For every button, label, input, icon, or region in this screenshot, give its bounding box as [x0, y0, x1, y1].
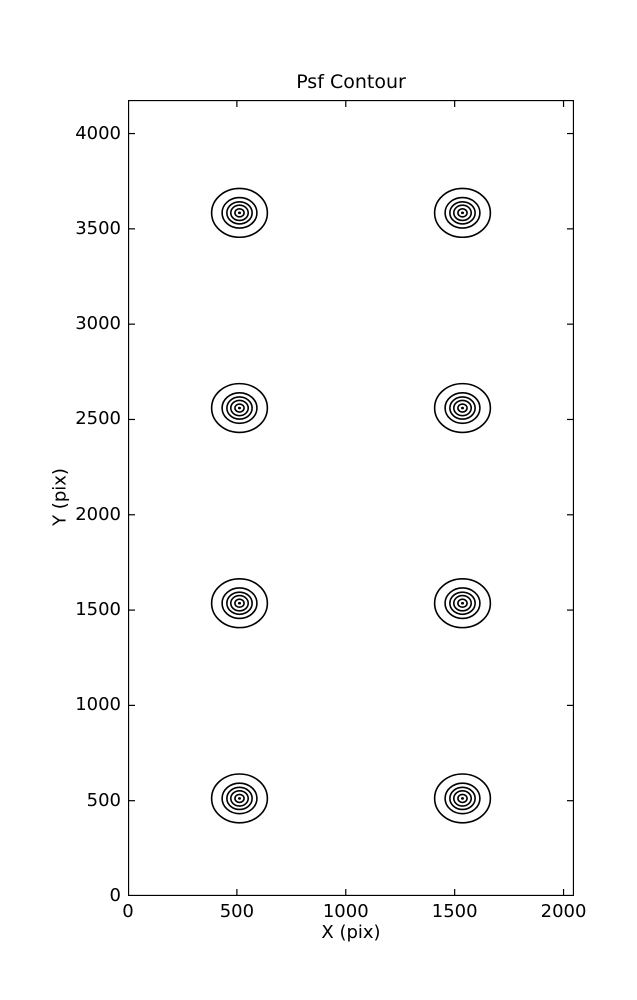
psf-contour-ring	[444, 782, 481, 815]
axes-frame	[128, 100, 574, 896]
psf-contour-ring	[210, 382, 269, 434]
psf-contour-ring	[449, 396, 476, 420]
psf-contour-ring	[449, 591, 476, 616]
y-axis-label: Y (pix)	[49, 468, 71, 526]
y-tick-label: 500	[86, 789, 121, 811]
psf-contour-ring	[449, 200, 476, 225]
contour-plot-canvas	[128, 100, 574, 896]
psf-contour-ring	[226, 786, 253, 811]
psf-contour-ring	[229, 594, 250, 612]
psf-contour-ring	[452, 204, 473, 222]
psf-contour-ring	[457, 793, 468, 804]
y-tick-label: 2500	[75, 408, 121, 430]
x-tick-label: 0	[122, 901, 134, 922]
psf-contour-ring	[221, 782, 258, 815]
psf-center-dot	[237, 601, 242, 605]
plot-title: Psf Contour	[296, 71, 406, 93]
psf-center-dot	[237, 406, 242, 410]
x-tick-label: 1500	[431, 901, 478, 922]
y-tick-label: 0	[109, 885, 121, 906]
psf-contour-ring	[452, 399, 473, 417]
x-tick-label: 500	[219, 901, 255, 922]
psf-center-dot	[460, 406, 465, 410]
x-tick-label: 1000	[322, 901, 369, 922]
psf-contour-ring	[433, 187, 492, 239]
psf-contour-ring	[457, 208, 468, 218]
x-tick-label: 2000	[540, 901, 587, 922]
psf-contour-ring	[210, 187, 269, 239]
psf-contour-ring	[229, 789, 250, 807]
psf-contour-ring	[210, 578, 269, 629]
psf-contour-ring	[433, 382, 492, 434]
y-tick-label: 4000	[75, 122, 121, 144]
psf-contour-ring	[221, 587, 258, 620]
psf-contour-ring	[234, 208, 245, 218]
psf-center-dot	[460, 797, 465, 800]
psf-contour-ring	[444, 196, 481, 229]
psf-center-dot	[460, 211, 465, 215]
psf-contour-ring	[226, 200, 253, 225]
y-tick-label: 3500	[75, 217, 121, 239]
psf-contour-ring	[221, 391, 258, 425]
y-tick-label: 2000	[75, 503, 121, 525]
psf-center-dot	[237, 211, 242, 215]
psf-contour-ring	[234, 403, 245, 413]
psf-contour-ring	[444, 587, 481, 620]
psf-contour-ring	[444, 391, 481, 425]
y-tick-label: 1500	[75, 599, 121, 621]
psf-contour-ring	[457, 598, 468, 609]
psf-contour-ring	[433, 578, 492, 629]
psf-contour-ring	[449, 786, 476, 811]
psf-contour-ring	[226, 396, 253, 420]
y-tick-label: 3000	[75, 313, 121, 335]
psf-contour-ring	[452, 789, 473, 807]
psf-center-dot	[237, 797, 242, 800]
psf-contour-ring	[229, 399, 250, 417]
psf-contour-ring	[457, 403, 468, 413]
psf-contour-ring	[221, 196, 258, 229]
psf-contour-ring	[234, 598, 245, 609]
y-tick-label: 1000	[75, 694, 121, 716]
x-axis-label: X (pix)	[321, 922, 381, 943]
psf-contour-ring	[226, 591, 253, 616]
psf-contour-ring	[452, 594, 473, 612]
psf-contour-ring	[229, 204, 250, 222]
plot-area	[128, 100, 574, 896]
psf-center-dot	[460, 601, 465, 605]
psf-contour-ring	[210, 773, 269, 824]
psf-contour-ring	[433, 773, 492, 824]
psf-contour-ring	[234, 793, 245, 804]
